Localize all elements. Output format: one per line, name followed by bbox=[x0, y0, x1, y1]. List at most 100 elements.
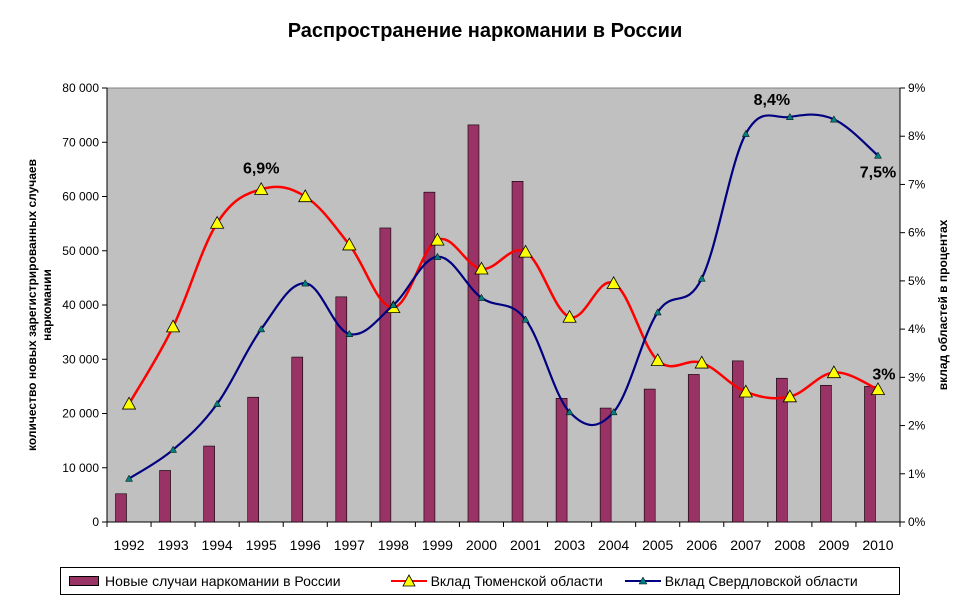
point-tyumen bbox=[121, 396, 137, 410]
point-tyumen bbox=[694, 355, 709, 369]
point-sverdlovsk bbox=[874, 151, 882, 159]
data-annotation: 6,9% bbox=[243, 160, 279, 177]
bar bbox=[732, 360, 744, 523]
point-sverdlovsk bbox=[609, 408, 618, 416]
point-tyumen bbox=[518, 244, 533, 258]
bar bbox=[115, 493, 127, 523]
bar bbox=[379, 227, 392, 523]
point-sverdlovsk bbox=[433, 252, 442, 260]
y-left-tick-label: 10 000 bbox=[62, 461, 99, 475]
y-left-tick-label: 0 bbox=[92, 515, 99, 529]
y-left-tick-label: 40 000 bbox=[62, 298, 99, 312]
point-sverdlovsk bbox=[697, 274, 706, 282]
x-tick-label: 2010 bbox=[862, 537, 893, 553]
y-left-tick-label: 30 000 bbox=[62, 352, 99, 366]
y-right-tick-label: 5% bbox=[908, 274, 926, 288]
y-left-axis-label: количество новых зарегистрированных случ… bbox=[25, 159, 54, 451]
y-left-tick-label: 70 000 bbox=[62, 135, 99, 149]
legend-item-bars: Новые случаи наркомании в России bbox=[69, 573, 341, 589]
legend-label-sverdlovsk: Вклад Свердловской области bbox=[664, 573, 858, 589]
legend: Новые случаи наркомании в России Вклад Т… bbox=[60, 567, 900, 595]
x-tick-label: 2003 bbox=[554, 537, 585, 553]
y-left-tick-label: 80 000 bbox=[62, 81, 99, 95]
x-tick-label: 2009 bbox=[818, 537, 849, 553]
point-tyumen bbox=[650, 353, 665, 367]
y-right-tick-label: 6% bbox=[908, 226, 926, 240]
y-right-tick-label: 3% bbox=[908, 370, 926, 384]
x-tick-label: 1993 bbox=[158, 537, 189, 553]
point-tyumen bbox=[562, 309, 577, 323]
point-tyumen bbox=[826, 365, 842, 379]
legend-item-sverdlovsk: Вклад Свердловской области bbox=[624, 573, 858, 589]
x-tick-label: 1998 bbox=[378, 537, 409, 553]
y-right-tick-label: 4% bbox=[908, 322, 926, 336]
bar bbox=[203, 445, 215, 523]
y-right-tick-label: 0% bbox=[908, 515, 926, 529]
bar bbox=[864, 386, 876, 523]
point-sverdlovsk bbox=[389, 300, 398, 309]
point-tyumen bbox=[254, 181, 269, 195]
bar bbox=[291, 356, 304, 523]
legend-swatch-tyumen bbox=[390, 574, 427, 587]
legend-swatch-bars bbox=[69, 576, 99, 586]
x-tick-label: 2007 bbox=[730, 537, 761, 553]
bar bbox=[159, 470, 171, 523]
y-right-tick-label: 1% bbox=[908, 467, 926, 481]
y-left-tick-label: 20 000 bbox=[62, 407, 99, 421]
x-tick-label: 2004 bbox=[598, 537, 629, 553]
x-tick-label: 2001 bbox=[510, 537, 541, 553]
y-right-axis-label: вклад областей в процентах bbox=[936, 219, 950, 390]
legend-swatch-sverdlovsk bbox=[624, 576, 661, 585]
data-annotation: 3% bbox=[872, 366, 895, 383]
bar bbox=[555, 398, 568, 523]
bar bbox=[687, 374, 700, 523]
point-tyumen bbox=[298, 189, 313, 203]
point-tyumen bbox=[342, 237, 357, 251]
bar bbox=[599, 407, 612, 523]
data-annotation: 8,4% bbox=[754, 92, 790, 109]
point-tyumen bbox=[782, 389, 798, 403]
x-tick-label: 1994 bbox=[202, 537, 233, 553]
x-tick-label: 1992 bbox=[113, 537, 144, 553]
point-sverdlovsk bbox=[125, 474, 133, 482]
point-sverdlovsk bbox=[829, 115, 838, 123]
bar bbox=[247, 396, 259, 523]
point-sverdlovsk bbox=[301, 279, 310, 287]
x-tick-label: 2008 bbox=[774, 537, 805, 553]
x-tick-label: 2006 bbox=[686, 537, 717, 553]
y-right-tick-label: 9% bbox=[908, 81, 926, 95]
point-sverdlovsk bbox=[521, 315, 530, 323]
point-tyumen bbox=[474, 261, 489, 275]
point-sverdlovsk bbox=[785, 112, 794, 120]
point-tyumen bbox=[870, 382, 886, 395]
legend-item-tyumen: Вклад Тюменской области bbox=[390, 573, 603, 589]
bar bbox=[423, 191, 436, 523]
point-sverdlovsk bbox=[169, 445, 178, 453]
point-sverdlovsk bbox=[477, 293, 486, 301]
y-right-tick-label: 7% bbox=[908, 177, 926, 191]
point-tyumen bbox=[209, 215, 225, 229]
bar bbox=[776, 377, 788, 523]
legend-label-bars: Новые случаи наркомании в России bbox=[105, 573, 341, 589]
point-sverdlovsk bbox=[213, 399, 222, 407]
y-right-tick-label: 2% bbox=[908, 419, 926, 433]
point-sverdlovsk bbox=[565, 408, 574, 416]
point-tyumen bbox=[430, 232, 445, 246]
bar bbox=[335, 296, 348, 523]
x-tick-label: 1996 bbox=[290, 537, 321, 553]
point-sverdlovsk bbox=[653, 308, 662, 316]
data-annotation: 7,5% bbox=[860, 165, 896, 182]
point-sverdlovsk bbox=[257, 325, 266, 333]
x-tick-label: 1995 bbox=[246, 537, 277, 553]
y-left-tick-label: 60 000 bbox=[62, 190, 99, 204]
x-tick-label: 1999 bbox=[422, 537, 453, 553]
x-tick-label: 2005 bbox=[642, 537, 673, 553]
bar bbox=[467, 124, 480, 523]
x-tick-label: 1997 bbox=[334, 537, 365, 553]
legend-label-tyumen: Вклад Тюменской области bbox=[430, 573, 603, 589]
x-tick-label: 2000 bbox=[466, 537, 497, 553]
bar bbox=[643, 388, 656, 523]
point-sverdlovsk bbox=[345, 329, 354, 337]
bar bbox=[820, 384, 832, 523]
